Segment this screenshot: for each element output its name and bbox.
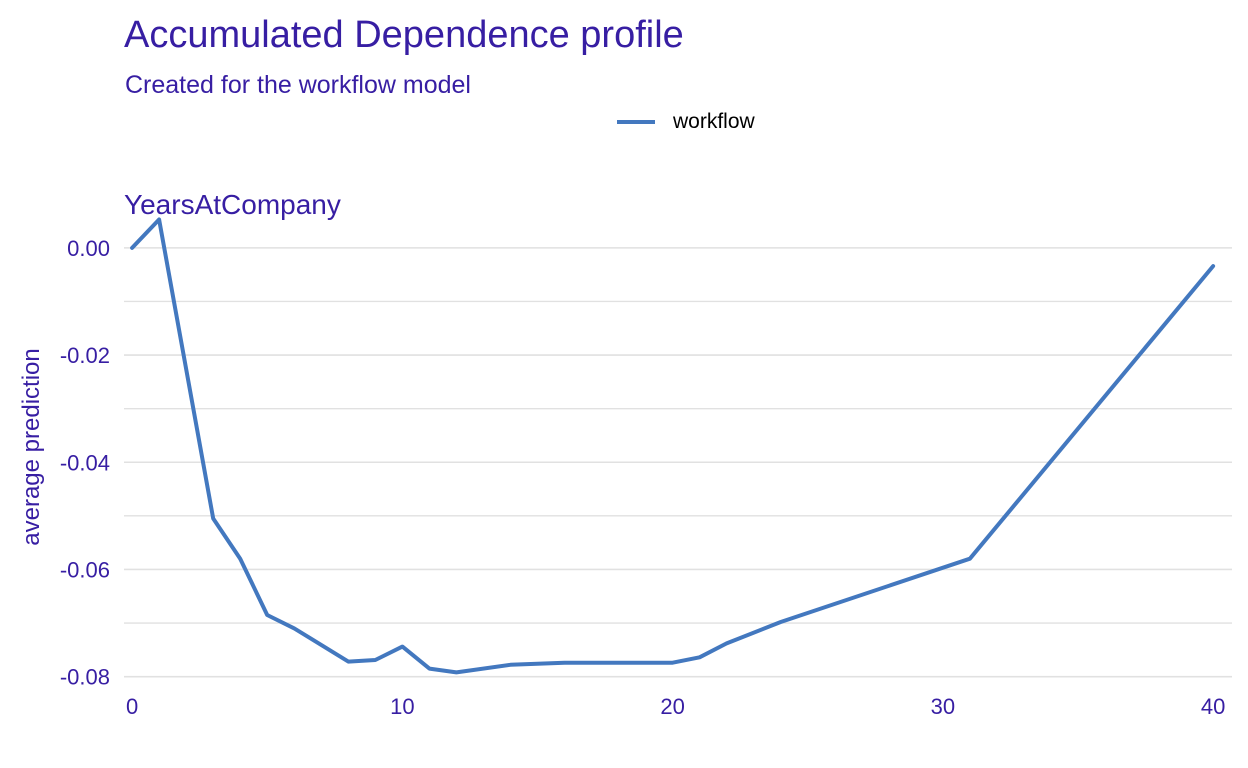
x-tick-label: 0 — [126, 694, 138, 719]
legend-label-workflow: workflow — [673, 110, 755, 133]
x-tick-label: 10 — [390, 694, 414, 719]
series-line-workflow — [130, 217, 1216, 675]
x-tick-label: 40 — [1201, 694, 1225, 719]
legend: workflow — [617, 110, 755, 134]
y-tick-label: -0.02 — [60, 343, 110, 368]
y-tick-label: -0.06 — [60, 557, 110, 582]
y-tick-label: -0.04 — [60, 450, 110, 475]
y-tick-label: -0.08 — [60, 665, 110, 690]
legend-swatch-workflow — [617, 120, 655, 124]
y-tick-label: 0.00 — [67, 236, 110, 261]
chart-title: Accumulated Dependence profile — [124, 14, 684, 56]
x-tick-label: 20 — [660, 694, 684, 719]
x-tick-label: 30 — [931, 694, 955, 719]
panel-title: YearsAtCompany — [124, 189, 341, 220]
chart-subtitle: Created for the workflow model — [125, 71, 471, 99]
